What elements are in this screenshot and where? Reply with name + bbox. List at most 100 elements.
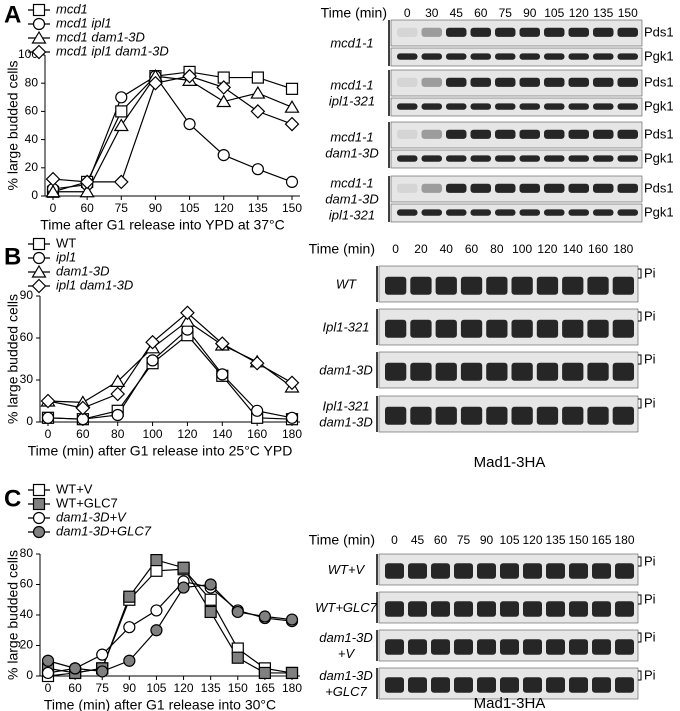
blot-band (385, 639, 404, 655)
blot-band (460, 276, 483, 295)
blot-band (421, 209, 442, 216)
x-tick-label: 80 (111, 427, 125, 441)
blot-band (612, 406, 634, 425)
blot-band (519, 209, 540, 216)
blot-band (546, 639, 565, 655)
time-label: 30 (425, 6, 439, 20)
blot-band (446, 53, 467, 60)
row-label: +V (338, 646, 356, 661)
marker (110, 374, 126, 387)
blot-band (408, 677, 427, 693)
x-tick-label: 180 (282, 681, 302, 695)
time-label: 80 (490, 242, 504, 256)
y-tick-label: 60 (20, 577, 34, 591)
blot-band (454, 563, 473, 579)
blot-band (546, 563, 565, 579)
blot-band (536, 319, 559, 338)
row-label: dam1-3D (319, 414, 372, 429)
blot-band (385, 563, 404, 579)
blot-band (568, 155, 589, 162)
blot-band (397, 77, 418, 87)
marker (32, 17, 46, 31)
blot-band (511, 406, 533, 425)
y-tick-label: 0 (26, 668, 33, 682)
marker (115, 105, 128, 118)
blot-band (500, 563, 519, 579)
blot-band (519, 103, 540, 110)
marker (145, 334, 160, 350)
y-tick-label: 60 (25, 104, 39, 118)
blot-band (562, 406, 584, 425)
time-label: 135 (545, 533, 565, 547)
blot-band (544, 209, 565, 216)
marker (115, 91, 128, 104)
marker (258, 610, 271, 623)
marker (177, 561, 190, 574)
x-tick-label: 160 (247, 427, 267, 441)
x-tick-label: 0 (45, 427, 52, 441)
blot-band (523, 677, 542, 693)
blot-band (431, 677, 450, 693)
blot-band (546, 677, 565, 693)
blot-band (495, 27, 516, 37)
blot-band (495, 77, 516, 87)
time-label: 0 (404, 6, 411, 20)
x-axis-label: Time (min) after G1 release into 30°C (44, 697, 276, 711)
marker (217, 149, 230, 162)
y-tick-label: 20 (20, 638, 34, 652)
blot-band (421, 183, 442, 193)
marker (284, 116, 300, 132)
time-label: 45 (411, 533, 425, 547)
blot-band (592, 563, 611, 579)
time-label: 60 (434, 533, 448, 547)
legend-label: mcd1 dam1-3D (56, 29, 145, 44)
marker (40, 393, 56, 409)
marker (148, 75, 163, 91)
blot-band (397, 155, 418, 162)
blot-band (569, 639, 588, 655)
marker (177, 581, 190, 594)
time-label: 45 (450, 6, 464, 20)
blot-band (562, 362, 584, 381)
y-axis-label: % large budded cells (5, 550, 21, 680)
legend-label: WT (56, 235, 76, 250)
time-label: 180 (614, 533, 634, 547)
band-label: Pi (644, 265, 656, 280)
blot-band (477, 563, 496, 579)
blot-band (408, 639, 427, 655)
time-label: 75 (457, 533, 471, 547)
blot-band (562, 276, 584, 295)
time-label: 120 (569, 6, 589, 20)
legend-label: WT+V (56, 481, 93, 496)
time-label: 100 (512, 242, 532, 256)
marker (75, 400, 91, 416)
band-label: Pi (644, 395, 656, 410)
time-label: 90 (523, 6, 537, 20)
band-label: Pds1 (644, 126, 674, 141)
y-tick-label: 40 (20, 607, 34, 621)
legend-label: mcd1 (56, 1, 88, 16)
blot-band (397, 129, 418, 139)
blot-band (568, 53, 589, 60)
marker (69, 662, 82, 675)
blot-band (617, 27, 638, 37)
blot-band (435, 319, 457, 338)
blot-band (536, 406, 559, 425)
marker (111, 408, 124, 422)
row-label: dam1-3D (325, 191, 378, 206)
blot-band (562, 319, 584, 338)
x-tick-label: 120 (174, 681, 194, 695)
marker (96, 648, 109, 661)
row-label: Ipl1-321 (323, 398, 370, 413)
blot-band (617, 103, 638, 110)
blot-band (446, 155, 467, 162)
band-label: Pi (644, 351, 656, 366)
panel-letter: A (4, 1, 21, 28)
marker (41, 666, 55, 680)
blot-band (454, 601, 473, 617)
time-label: 90 (480, 533, 494, 547)
blot-band (385, 601, 404, 617)
blot-band (519, 53, 540, 60)
blot-band (421, 77, 442, 87)
